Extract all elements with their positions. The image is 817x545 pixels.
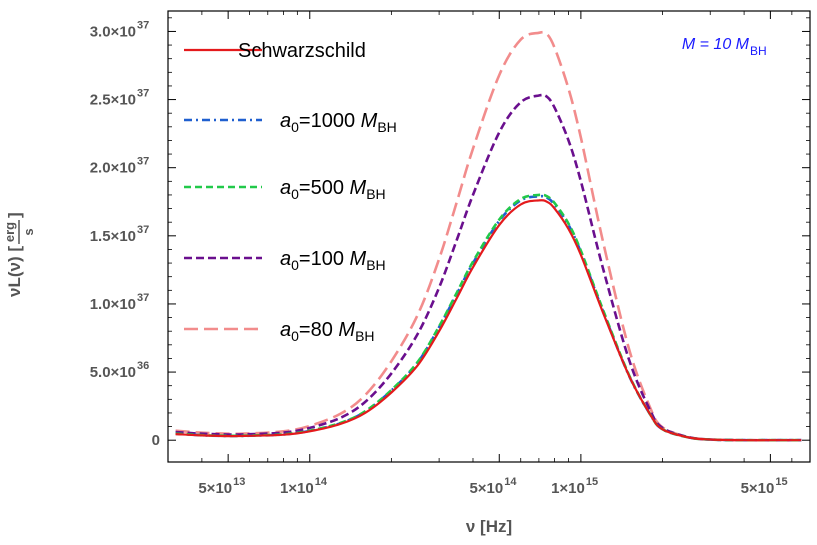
- y-axis-title-prefix: νL(ν) [: [5, 246, 24, 297]
- y-tick-label: 2.0×10: [90, 160, 136, 177]
- x-tick-label: 5×10: [741, 480, 775, 497]
- y-tick-label: 1.5×10: [90, 228, 136, 245]
- legend-label: a0=1000 MBH: [280, 110, 397, 135]
- series-line: [175, 199, 802, 442]
- x-axis-title: ν [Hz]: [466, 517, 512, 536]
- y-axis-title-suffix: ]: [5, 212, 24, 218]
- x-tick-label-exponent: 14: [315, 476, 328, 488]
- x-tick-label-exponent: 14: [504, 476, 517, 488]
- y-axis-title: νL(ν) [ erg s ]: [2, 212, 36, 297]
- y-axis-title-numerator: erg: [2, 222, 17, 242]
- y-tick-label: 5.0×10: [90, 364, 136, 381]
- y-tick-label: 1.0×10: [90, 296, 136, 313]
- x-tick-label-exponent: 15: [775, 476, 787, 488]
- y-tick-label-exponent: 37: [137, 88, 149, 100]
- y-tick-label-exponent: 37: [137, 19, 149, 31]
- y-axis-title-denominator: s: [21, 228, 36, 235]
- y-tick-label: 2.5×10: [90, 92, 136, 109]
- series-line: [175, 30, 802, 442]
- y-tick-label: 3.0×10: [90, 23, 136, 40]
- y-tick-label-exponent: 37: [137, 224, 149, 236]
- legend-label: a0=80 MBH: [280, 319, 375, 344]
- series-lines: [175, 30, 802, 442]
- ticks: [167, 11, 811, 462]
- y-tick-label-exponent: 37: [137, 292, 149, 304]
- x-tick-label: 5×10: [198, 480, 232, 497]
- y-tick-label-exponent: 36: [137, 360, 149, 372]
- annotation-mass-text: M = 10 M: [682, 36, 750, 53]
- annotation-mass-subscript: BH: [750, 44, 767, 58]
- plot-frame: [167, 10, 811, 463]
- annotation-mass: M = 10 M BH: [682, 36, 767, 58]
- x-tick-label: 1×10: [551, 480, 585, 497]
- y-tick-label: 0: [152, 432, 160, 449]
- x-axis-tick-labels: 5×10 13 1×10 14 5×10 14 1×10 15 5×10 15: [198, 476, 787, 497]
- legend-label: a0=100 MBH: [280, 248, 386, 273]
- x-tick-label-exponent: 13: [233, 476, 245, 488]
- series-line: [175, 93, 802, 442]
- legend-label: Schwarzschild: [238, 40, 366, 62]
- y-axis-tick-labels: 05.0×10 361.0×10 371.5×10 372.0×10 372.5×10 3…: [90, 19, 160, 449]
- x-tick-label: 5×10: [469, 480, 503, 497]
- series-line: [175, 194, 802, 442]
- x-tick-label-exponent: 15: [586, 476, 598, 488]
- series-line: [175, 193, 802, 442]
- y-tick-label-exponent: 37: [137, 156, 149, 168]
- x-tick-label: 1×10: [280, 480, 314, 497]
- legend-label: a0=500 MBH: [280, 177, 386, 202]
- plot-area-border: [167, 10, 811, 463]
- legend: Schwarzschild a0=1000 MBH a0=500 MBH a0=100…: [184, 40, 397, 344]
